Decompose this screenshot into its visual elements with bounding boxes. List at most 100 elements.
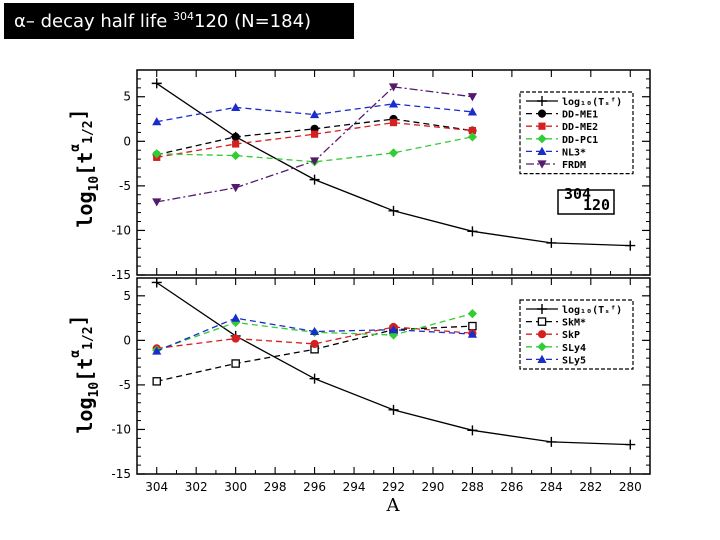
- bottom-legend-label: SkM*: [562, 318, 586, 329]
- bottom-point-SkP: [310, 339, 319, 349]
- top-ylabel-part: 10: [87, 176, 102, 192]
- bottom-point-log10(Tsf): [467, 425, 478, 436]
- xtick-label: 284: [540, 480, 563, 494]
- bottom-series-line-SkP: [156, 326, 473, 350]
- bottom-point-SLy5: [309, 326, 320, 336]
- top-series-line-FRDM: [156, 86, 473, 203]
- top-point-FRDM: [309, 157, 320, 166]
- top-ytick-label: 5: [123, 90, 131, 104]
- bottom-point-SLy5: [388, 325, 399, 334]
- bottom-point-SLy5: [467, 329, 478, 338]
- bottom-ylabel-part: log: [73, 397, 97, 433]
- bottom-point-log10(Tsf): [309, 373, 320, 384]
- xtick-label: 298: [264, 480, 287, 494]
- top-point-FRDM: [467, 93, 478, 102]
- bottom-legend-label: SLy4: [562, 343, 586, 354]
- bottom-ylabel-part: ]: [66, 314, 90, 326]
- bottom-legend-marker: [537, 304, 547, 314]
- top-point-NL3*: [388, 99, 399, 108]
- top-series-line-DD-ME2: [156, 121, 473, 158]
- top-point-log10(Tsf): [625, 240, 636, 251]
- top-legend-marker: [538, 122, 546, 130]
- top-ylabel-part: 1/2: [81, 120, 96, 143]
- bottom-ylabel: log10[tα1/2]: [66, 314, 102, 433]
- xtick-label: 296: [303, 480, 326, 494]
- bottom-point-log10(Tsf): [625, 439, 636, 450]
- top-point-log10(Tsf): [309, 174, 320, 185]
- top-point-NL3*: [309, 109, 320, 119]
- top-legend-box: [519, 91, 634, 175]
- bottom-point-log10(Tsf): [388, 404, 399, 415]
- bottom-ytick-label: -10: [111, 422, 131, 436]
- top-legend-label: DD-ME1: [562, 110, 598, 121]
- top-ylabel-part: α: [68, 144, 83, 152]
- inset-mass-number: 304: [564, 185, 591, 203]
- bottom-ylabel-part: 10: [87, 382, 102, 398]
- bottom-point-log10(Tsf): [151, 277, 162, 288]
- xtick-label: 294: [343, 480, 366, 494]
- top-legend-label: DD-PC1: [562, 135, 598, 146]
- bottom-point-SLy4: [467, 309, 478, 319]
- top-point-log10(Tsf): [151, 78, 162, 89]
- top-point-FRDM: [231, 184, 241, 193]
- bottom-point-log10(Tsf): [546, 436, 557, 447]
- top-ylabel-text: log10[tα1/2]: [66, 108, 102, 227]
- bottom-ytick-label: 5: [123, 289, 131, 303]
- top-legend-marker: [537, 160, 547, 169]
- bottom-ylabel-text: log10[tα1/2]: [66, 314, 102, 433]
- x-axis-label: A: [386, 495, 401, 516]
- top-point-log10(Tsf): [388, 205, 399, 216]
- top-ylabel: log10[tα1/2]: [66, 108, 102, 227]
- inset-box: [557, 189, 615, 215]
- bottom-ylabel-part: α: [68, 350, 83, 358]
- top-point-DD-PC1: [388, 148, 399, 158]
- top-point-DD-PC1: [231, 150, 241, 161]
- xtick-label: 288: [461, 480, 484, 494]
- title-bar: α– decay half life 304120 (N=184): [4, 3, 354, 39]
- top-legend-marker: [537, 96, 547, 106]
- bottom-point-SkM*: [468, 321, 477, 331]
- top-point-NL3*: [231, 102, 241, 112]
- bottom-legend-marker: [537, 354, 547, 363]
- xtick-label: 286: [500, 480, 523, 494]
- bottom-legend-marker: [537, 317, 547, 326]
- top-legend-label: FRDM: [562, 160, 586, 171]
- top-legend-marker: [537, 134, 547, 144]
- xtick-label: 304: [145, 480, 168, 494]
- top-point-NL3*: [467, 107, 478, 116]
- top-point-log10(Tsf): [467, 226, 478, 237]
- bottom-legend-marker: [537, 330, 547, 339]
- xtick-label: 302: [185, 480, 208, 494]
- xtick-label: 282: [579, 480, 602, 494]
- inset-element: 120: [583, 196, 610, 214]
- top-point-DD-ME2: [232, 140, 240, 148]
- top-point-DD-ME1: [231, 132, 240, 141]
- bottom-legend-label: SkP: [562, 330, 580, 341]
- top-legend-marker: [537, 146, 547, 155]
- chart-title: α– decay half life 304120 (N=184): [14, 10, 312, 32]
- bottom-ytick-label: -5: [119, 378, 131, 392]
- top-ytick-label: -15: [111, 268, 131, 282]
- xtick-label: 300: [224, 480, 247, 494]
- bottom-ytick-label: -15: [111, 467, 131, 481]
- top-legend-label: DD-ME2: [562, 122, 598, 133]
- top-ytick-label: -10: [111, 223, 131, 237]
- top-point-DD-PC1: [467, 132, 478, 142]
- top-point-log10(Tsf): [546, 237, 557, 248]
- top-ylabel-part: log: [73, 191, 97, 227]
- xtick-label: 292: [382, 480, 405, 494]
- top-point-DD-PC1: [152, 149, 162, 159]
- bottom-point-SLy5: [231, 313, 241, 322]
- bottom-point-SkM*: [152, 377, 161, 386]
- xtick-label: 280: [619, 480, 642, 494]
- top-point-FRDM: [152, 198, 162, 207]
- top-point-DD-ME2: [310, 130, 319, 138]
- bottom-ylabel-part: [t: [73, 358, 97, 382]
- top-point-FRDM: [388, 83, 399, 92]
- top-legend-label: log₁₀(Tₛᶠ): [562, 97, 622, 108]
- top-ylabel-part: [t: [73, 152, 97, 176]
- bottom-point-SkP: [231, 334, 240, 343]
- top-series-line-NL3*: [156, 103, 473, 123]
- bottom-legend-label: SLy5: [562, 355, 586, 366]
